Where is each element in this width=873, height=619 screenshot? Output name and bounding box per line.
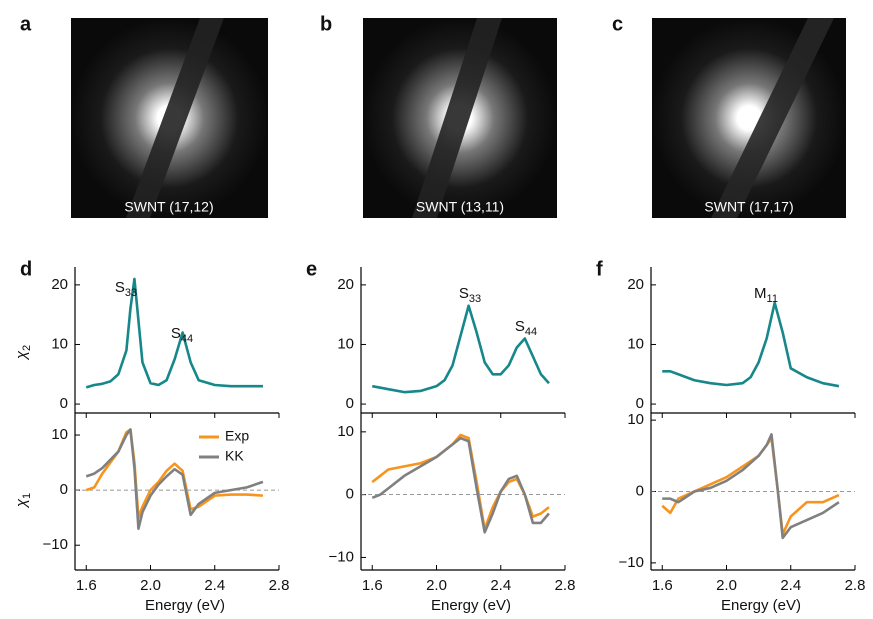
y-tick-label: 10	[337, 335, 354, 352]
peak-label-sub: 11	[767, 293, 778, 305]
series-line	[85, 428, 264, 530]
x-tick-label: 2.0	[716, 577, 737, 594]
x-tick-label: 2.0	[140, 577, 161, 594]
series-line	[371, 436, 550, 534]
peak-label-sub: 33	[469, 293, 481, 305]
y-axis-label-sub: 1	[21, 493, 33, 499]
x-tick-label: 2.8	[845, 577, 866, 594]
panel-label: c	[612, 13, 623, 35]
image-caption: SWNT (17,12)	[124, 199, 213, 215]
series-line	[372, 304, 550, 394]
x-tick-label: 2.4	[780, 577, 801, 594]
series-line	[85, 277, 263, 389]
y-tick-label: 10	[337, 423, 354, 440]
y-axis-label-main: χ	[13, 350, 30, 361]
x-tick-label: 1.6	[362, 577, 383, 594]
y-tick-label: 20	[337, 276, 354, 293]
y-tick-label: −10	[619, 554, 644, 571]
y-tick-label: 10	[51, 426, 68, 443]
x-axis-label: Energy (eV)	[431, 597, 511, 614]
y-tick-label: 20	[627, 276, 644, 293]
series-line	[662, 301, 840, 388]
panel-label: a	[20, 13, 32, 35]
y-tick-label: 10	[627, 411, 644, 428]
peak-label-main: S	[115, 279, 125, 296]
series-line	[371, 433, 550, 531]
panel-label: b	[320, 13, 332, 35]
image-b	[363, 18, 557, 218]
peak-label-sub: 44	[181, 333, 193, 345]
series-line	[661, 436, 840, 536]
y-axis-label-sub: 2	[21, 345, 33, 351]
peak-label: S44	[171, 325, 193, 345]
y-tick-label: 0	[636, 482, 644, 499]
image-caption: SWNT (13,11)	[416, 199, 504, 215]
x-axis-label: Energy (eV)	[721, 597, 801, 614]
panel-label: d	[20, 258, 32, 280]
series-line	[662, 433, 840, 540]
peak-label-main: S	[459, 285, 469, 302]
y-tick-label: 10	[627, 335, 644, 352]
y-tick-label: 0	[346, 395, 354, 412]
x-tick-label: 1.6	[76, 577, 97, 594]
legend-label: KK	[225, 448, 244, 464]
y-tick-label: 0	[636, 395, 644, 412]
y-tick-label: −10	[43, 536, 68, 553]
y-tick-label: 10	[51, 335, 68, 352]
image-a	[71, 18, 268, 218]
y-tick-label: 0	[60, 481, 68, 498]
image-c	[652, 18, 846, 218]
x-tick-label: 1.6	[652, 577, 673, 594]
peak-label: M11	[754, 285, 778, 305]
peak-label: S44	[515, 318, 537, 338]
x-axis-label: Energy (eV)	[145, 597, 225, 614]
panel-label: f	[596, 258, 603, 280]
y-tick-label: 0	[346, 486, 354, 503]
y-axis-label-main: χ	[13, 498, 30, 509]
image-panels	[71, 18, 846, 218]
image-caption: SWNT (17,17)	[704, 199, 793, 215]
peak-label-main: S	[171, 325, 181, 342]
peak-label-main: S	[515, 318, 525, 335]
y-axis-label: χ2	[13, 345, 33, 361]
peak-label-main: M	[754, 285, 767, 302]
peak-label-sub: 33	[125, 287, 137, 299]
peak-label-sub: 44	[525, 326, 537, 338]
x-tick-label: 2.4	[204, 577, 225, 594]
y-tick-label: 0	[60, 395, 68, 412]
legend-label: Exp	[225, 428, 249, 444]
y-tick-label: −10	[329, 548, 354, 565]
peak-label: S33	[115, 279, 137, 299]
y-tick-label: 20	[51, 276, 68, 293]
x-tick-label: 2.8	[555, 577, 576, 594]
x-tick-label: 2.0	[426, 577, 447, 594]
peak-label: S33	[459, 285, 481, 305]
x-tick-label: 2.4	[490, 577, 511, 594]
x-tick-label: 2.8	[269, 577, 290, 594]
panel-label: e	[306, 258, 317, 280]
y-axis-label: χ1	[13, 493, 33, 509]
